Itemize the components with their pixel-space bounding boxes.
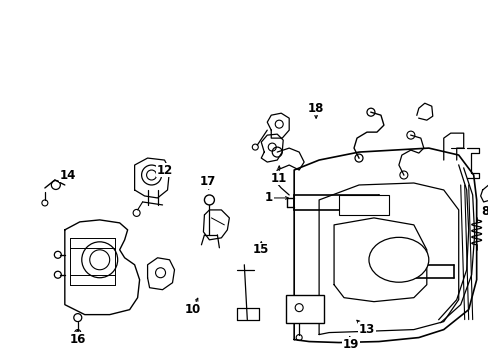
Text: 11: 11 (270, 171, 287, 185)
Text: 18: 18 (307, 102, 324, 115)
Text: 19: 19 (342, 338, 359, 351)
Text: 1: 1 (264, 192, 273, 204)
Text: 8: 8 (481, 206, 488, 219)
Text: 17: 17 (199, 175, 215, 189)
Text: 14: 14 (60, 168, 76, 181)
Bar (338, 195, 388, 215)
Bar (285, 295, 324, 323)
Text: 10: 10 (184, 303, 200, 316)
Text: 12: 12 (156, 163, 172, 176)
Text: 16: 16 (69, 333, 86, 346)
Text: 13: 13 (358, 323, 374, 336)
Ellipse shape (368, 237, 428, 282)
Text: 15: 15 (253, 243, 269, 256)
